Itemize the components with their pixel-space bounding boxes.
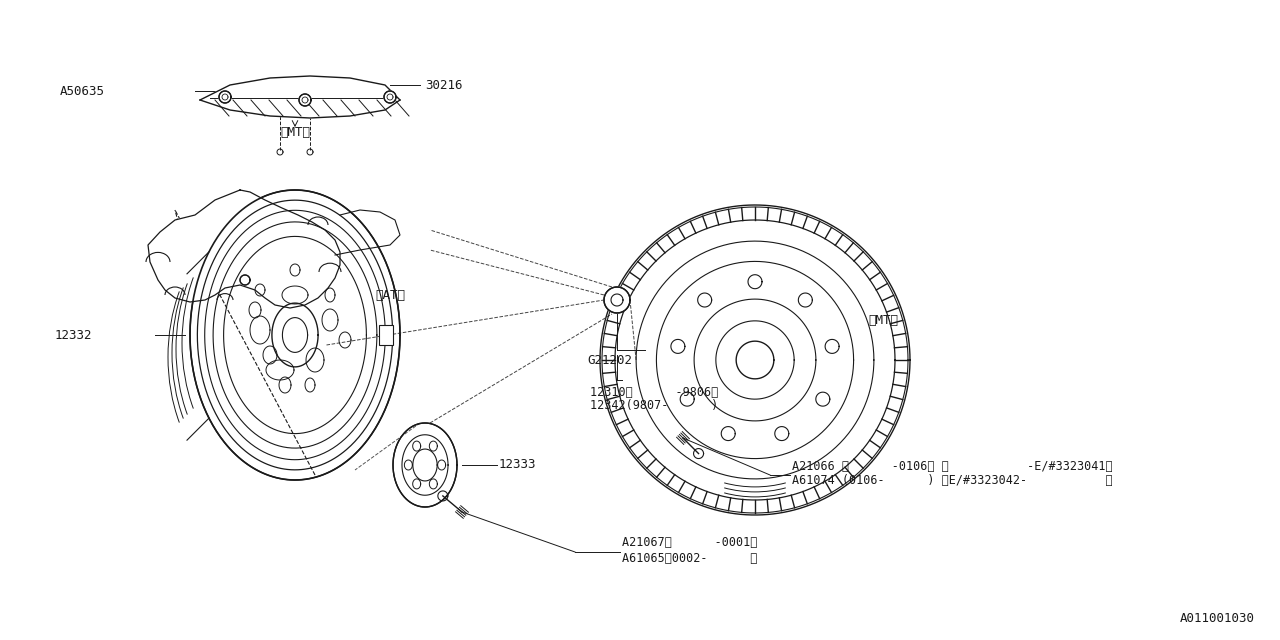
Polygon shape <box>384 91 396 103</box>
Text: 12310〈      -9806〉: 12310〈 -9806〉 <box>590 385 718 399</box>
Text: A61065〈0002-      〉: A61065〈0002- 〉 <box>622 552 758 564</box>
Text: 12333: 12333 <box>499 458 536 472</box>
Polygon shape <box>799 293 813 307</box>
Polygon shape <box>671 339 685 353</box>
Polygon shape <box>721 427 735 440</box>
Text: 〈MT〉: 〈MT〉 <box>869 314 899 326</box>
Polygon shape <box>600 205 910 515</box>
Text: 〈AT〉: 〈AT〉 <box>375 289 404 301</box>
Polygon shape <box>148 190 340 308</box>
Text: G21202: G21202 <box>588 353 632 367</box>
Text: 12332: 12332 <box>55 328 92 342</box>
Text: 〈MT〉: 〈MT〉 <box>280 125 310 138</box>
Polygon shape <box>200 76 401 118</box>
Polygon shape <box>826 339 840 353</box>
Polygon shape <box>241 275 250 285</box>
Polygon shape <box>219 91 230 103</box>
Text: 12342(9807-      ): 12342(9807- ) <box>590 399 718 413</box>
Text: 30216: 30216 <box>425 79 462 92</box>
Polygon shape <box>680 392 694 406</box>
Text: A61074 (0106-      ) 〈E/#3323042-           〉: A61074 (0106- ) 〈E/#3323042- 〉 <box>792 474 1112 488</box>
Text: A011001030: A011001030 <box>1180 612 1254 625</box>
Text: A21066 〈      -0106〉 〈           -E/#3323041〉: A21066 〈 -0106〉 〈 -E/#3323041〉 <box>792 460 1112 472</box>
Polygon shape <box>774 427 788 440</box>
Polygon shape <box>300 94 311 106</box>
Bar <box>379 325 393 345</box>
Polygon shape <box>393 423 457 507</box>
Polygon shape <box>189 190 401 480</box>
Text: A21067〈      -0001〉: A21067〈 -0001〉 <box>622 536 758 550</box>
Polygon shape <box>815 392 829 406</box>
Polygon shape <box>698 293 712 307</box>
Polygon shape <box>604 287 630 313</box>
Polygon shape <box>748 275 762 289</box>
Text: A50635: A50635 <box>60 84 105 97</box>
